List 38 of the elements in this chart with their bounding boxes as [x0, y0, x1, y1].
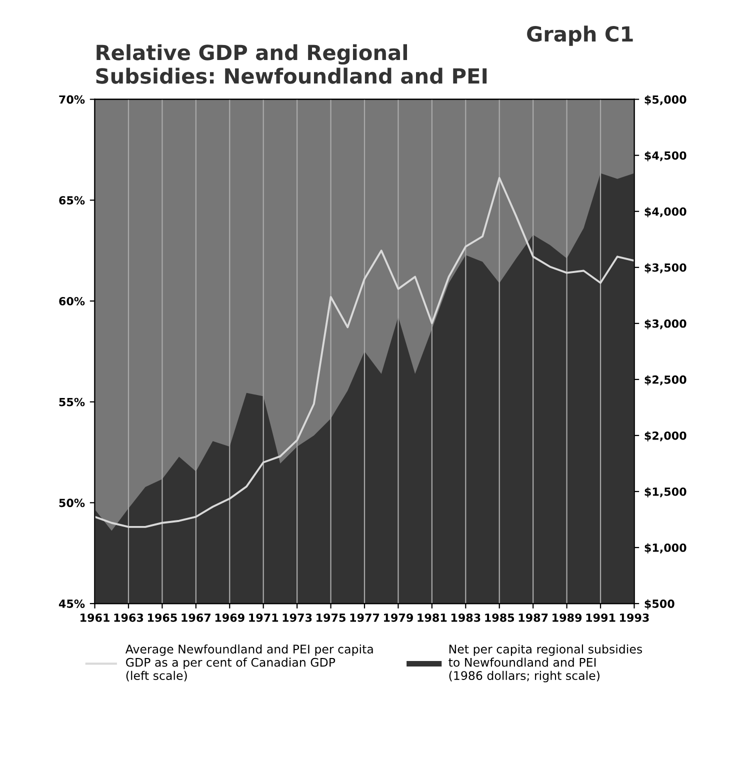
x-tick-label: 1987: [518, 613, 548, 622]
y2-tick-label: $1,000: [644, 543, 686, 554]
x-tick-label: 1969: [215, 613, 244, 622]
y2-tick-label: $2,500: [644, 375, 686, 386]
chart-title: Relative GDP and Regional Subsidies: Newfoundland and PEI: [96, 44, 487, 84]
y2-tick-label: $4,000: [644, 207, 686, 218]
y2-tick-label: $1,500: [644, 487, 686, 498]
y2-tick-label: $500: [644, 599, 674, 610]
x-tick-label: 1971: [249, 613, 278, 622]
x-tick-label: 1985: [485, 613, 514, 622]
y-tick-label: 60%: [59, 296, 85, 306]
x-tick-label: 1975: [316, 613, 346, 622]
x-tick-label: 1993: [620, 613, 649, 622]
y2-tick-label: $5,000: [644, 95, 686, 106]
line-series: [94, 177, 634, 528]
y-tick-label: 55%: [59, 398, 85, 406]
x-tick-label: 1965: [148, 613, 177, 622]
x-tick-label: 1983: [451, 613, 480, 622]
y2-tick-label: $2,000: [644, 431, 686, 442]
x-tick-label: 1977: [350, 613, 380, 622]
y-tick-label: 65%: [59, 196, 85, 205]
x-tick-label: 1973: [282, 613, 312, 622]
legend-label: Net per capita regional subsidies to Newfoundland and PEI (1986 dollars; right scale): [448, 644, 642, 682]
x-tick-label: 1991: [586, 613, 616, 622]
y2-tick-label: $3,500: [644, 263, 686, 274]
x-tick-label: 1961: [80, 613, 110, 622]
y-tick-label: 70%: [59, 95, 85, 104]
x-tick-label: 1989: [552, 613, 582, 622]
y-tick-label: 50%: [59, 498, 85, 508]
y2-tick-label: $3,000: [644, 319, 686, 330]
legend-label: Average Newfoundland and PEI per capita GDP as a per cent of Canadian GDP (left scale): [125, 644, 373, 682]
y2-tick-label: $4,500: [644, 151, 686, 162]
x-tick-label: 1981: [418, 613, 447, 622]
x-tick-label: 1963: [114, 613, 144, 622]
x-tick-label: 1979: [384, 613, 413, 622]
caption: Graph C1: [527, 26, 633, 46]
x-tick-label: 1967: [182, 613, 210, 622]
y-tick-label: 45%: [58, 600, 85, 608]
